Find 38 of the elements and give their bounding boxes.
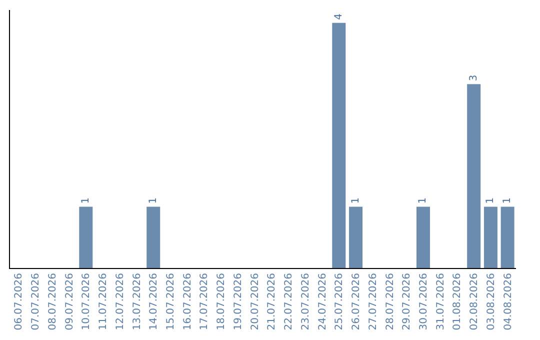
x-tick-label: 24.07.2026 [317,273,328,330]
x-tick-label: 07.07.2026 [30,273,42,330]
data-label: 1 [502,197,514,204]
x-tick-label: 01.08.2026 [452,273,464,330]
x-tick-label: 11.07.2026 [98,273,110,330]
x-tick-label: 21.07.2026 [266,273,278,330]
data-label: 1 [418,197,429,204]
data-label: 1 [350,197,362,204]
x-tick-label: 26.07.2026 [351,273,362,330]
x-tick-label: 17.07.2026 [199,273,210,330]
x-tick-label: 06.07.2026 [14,273,25,330]
x-tick-label: 19.07.2026 [232,273,244,330]
x-tick-label: 20.07.2026 [250,273,261,330]
x-tick-label: 31.07.2026 [435,273,446,330]
data-label: 4 [333,14,344,20]
x-tick-label: 16.07.2026 [182,273,194,330]
x-tick-label: 03.08.2026 [486,273,497,330]
x-tick-label: 14.07.2026 [148,273,160,330]
x-tick-label: 12.07.2026 [114,273,126,330]
data-label: 1 [148,197,159,204]
x-tick-label: 09.07.2026 [64,273,76,330]
x-tick-label: 29.07.2026 [402,273,413,330]
x-tick-label: 08.07.2026 [47,273,58,330]
x-tick-label: 13.07.2026 [132,273,143,330]
x-tick-label: 18.07.2026 [216,273,228,330]
x-tick-label: 30.07.2026 [418,273,430,330]
x-tick-label: 15.07.2026 [165,273,176,330]
data-label: 3 [468,74,480,82]
x-tick-label: 22.07.2026 [284,273,295,330]
x-tick-label: 04.08.2026 [502,273,514,330]
data-label: 1 [485,197,496,204]
x-tick-label: 23.07.2026 [300,273,312,330]
x-tick-label: 27.07.2026 [368,273,379,330]
x-tick-label: 25.07.2026 [334,273,346,330]
x-tick-label: 02.08.2026 [469,273,480,330]
data-label: 1 [80,197,92,204]
x-tick-label: 10.07.2026 [81,273,92,330]
x-tick-label: 28.07.2026 [384,273,396,330]
